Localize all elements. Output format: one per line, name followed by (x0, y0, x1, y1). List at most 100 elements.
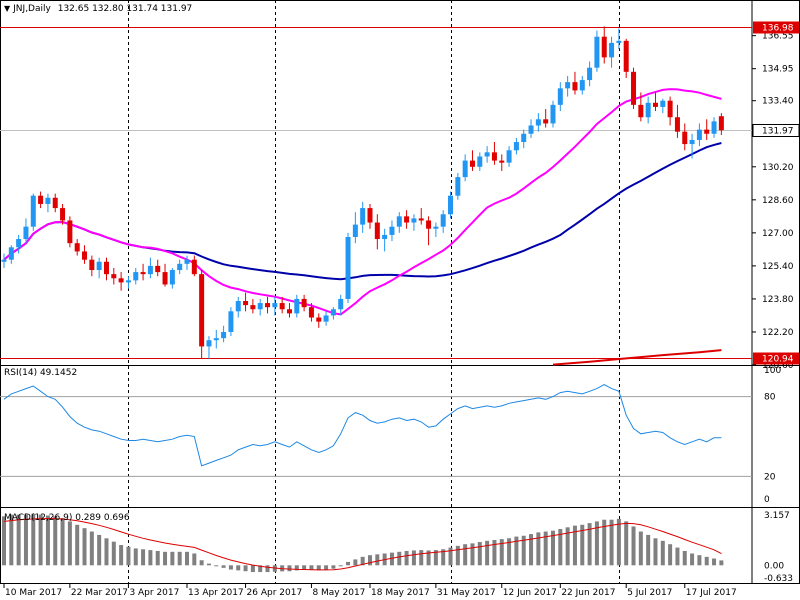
candle-bull (462, 160, 468, 178)
candle-bear (469, 160, 475, 167)
macd-histogram-bar (419, 550, 424, 566)
candle-bull (169, 270, 175, 285)
candle-bull (96, 261, 102, 271)
macd-histogram-bar (551, 530, 555, 566)
candle-bear (279, 303, 285, 310)
chart-frame (0, 0, 800, 584)
candle-bear (426, 220, 432, 229)
candle-bull (213, 338, 219, 341)
candle-bull (125, 280, 131, 283)
rsi-level-label: 20 (764, 472, 776, 482)
price-tick-label: 125.40 (762, 262, 794, 272)
candle-bull (330, 309, 336, 316)
x-tick-label: 5 Jul 2017 (627, 588, 672, 598)
candle-bear (404, 216, 410, 223)
macd-histogram-bar (558, 529, 563, 566)
macd-histogram-bar (294, 565, 299, 571)
candle-bull (177, 263, 183, 271)
macd-histogram-bar (38, 514, 43, 566)
symbol-header[interactable]: ▼ JNJ,Daily 132.65 132.80 131.74 131.97 (4, 4, 192, 14)
macd-histogram-bar (309, 565, 314, 571)
macd-histogram-bar (448, 547, 453, 566)
macd-histogram-bar (455, 545, 460, 566)
macd-histogram-bar (324, 565, 329, 571)
candle-bear (631, 71, 637, 105)
macd-histogram-bar (675, 547, 680, 566)
macd-histogram-bar (221, 565, 226, 568)
candle-bull (440, 214, 446, 227)
candle-bear (418, 218, 424, 221)
macd-histogram-bar (682, 550, 687, 566)
candle-bear (60, 208, 66, 221)
candle-bull (23, 226, 29, 240)
price-tick-label: 134.95 (762, 65, 794, 75)
candle-bull (587, 67, 593, 81)
macd-histogram-bar (653, 538, 658, 566)
candle-bull (272, 303, 278, 308)
price-level-label: 120.94 (762, 355, 794, 365)
macd-histogram-bar (543, 531, 548, 566)
macd-histogram-bar (119, 545, 124, 566)
last-price-label: 131.97 (762, 127, 794, 137)
macd-histogram-bar (60, 518, 65, 566)
macd-histogram-bar (368, 555, 372, 566)
macd-histogram-bar (572, 525, 577, 566)
macd-histogram-bar (199, 560, 204, 566)
macd-histogram-bar (470, 543, 475, 566)
macd-histogram-bar (302, 565, 307, 571)
candle-bear (667, 100, 673, 118)
macd-histogram-bar (499, 539, 504, 566)
macd-histogram-bar (214, 565, 219, 567)
candle-bear (199, 274, 205, 347)
candle-bull (16, 239, 22, 248)
candle-bear (499, 160, 505, 163)
rsi-scale-label: 100 (764, 366, 781, 376)
candle-bear (638, 104, 644, 118)
price-level-label: 136.98 (762, 24, 794, 34)
candle-bull (235, 300, 241, 312)
candle-bull (506, 150, 512, 163)
candle-bull (184, 259, 190, 264)
candle-bear (103, 261, 109, 275)
chevron-down-icon[interactable]: ▼ (4, 4, 11, 13)
x-tick-label: 31 May 2017 (437, 588, 496, 598)
candle-bear (140, 272, 146, 275)
macd-histogram-bar (536, 532, 541, 566)
candle-bear (243, 300, 249, 306)
price-level-tag (753, 352, 799, 365)
candle-bear (601, 36, 607, 58)
candle-bull (579, 80, 585, 91)
price-tick-label: 123.80 (762, 295, 794, 305)
macd-histogram-bar (236, 565, 241, 571)
price-tick-label: 120.60 (762, 361, 794, 371)
macd-histogram-bar (492, 539, 497, 566)
rsi-scale-label: 0 (764, 495, 770, 505)
candle-bull (660, 100, 666, 107)
last-price-tag (752, 124, 800, 137)
macd-histogram-bar (521, 535, 526, 566)
rsi-line (3, 384, 722, 467)
macd-histogram-bar (565, 527, 570, 566)
candle-bear (543, 119, 549, 124)
candle-bear (38, 195, 44, 204)
macd-histogram-bar (316, 565, 321, 571)
candle-bull (30, 195, 36, 227)
macd-histogram-bar (485, 540, 490, 566)
candle-bull (206, 340, 212, 347)
macd-histogram-bar (141, 549, 146, 566)
candle-bull (557, 88, 563, 105)
macd-label: MACD(12,26,9) 0.289 0.696 (4, 513, 130, 523)
candle-bull (221, 331, 227, 339)
x-tick-label: 18 May 2017 (371, 588, 430, 598)
macd-histogram-bar (477, 542, 482, 566)
macd-histogram-bar (587, 523, 592, 566)
candle-bear (374, 222, 380, 240)
macd-histogram-bar (602, 519, 607, 566)
candle-bull (323, 315, 329, 322)
candle-bear (572, 82, 578, 91)
macd-signal-line (3, 517, 722, 571)
macd-histogram-bar (441, 549, 446, 566)
macd-histogram-bar (331, 565, 336, 569)
macd-histogram-bar (389, 552, 394, 566)
